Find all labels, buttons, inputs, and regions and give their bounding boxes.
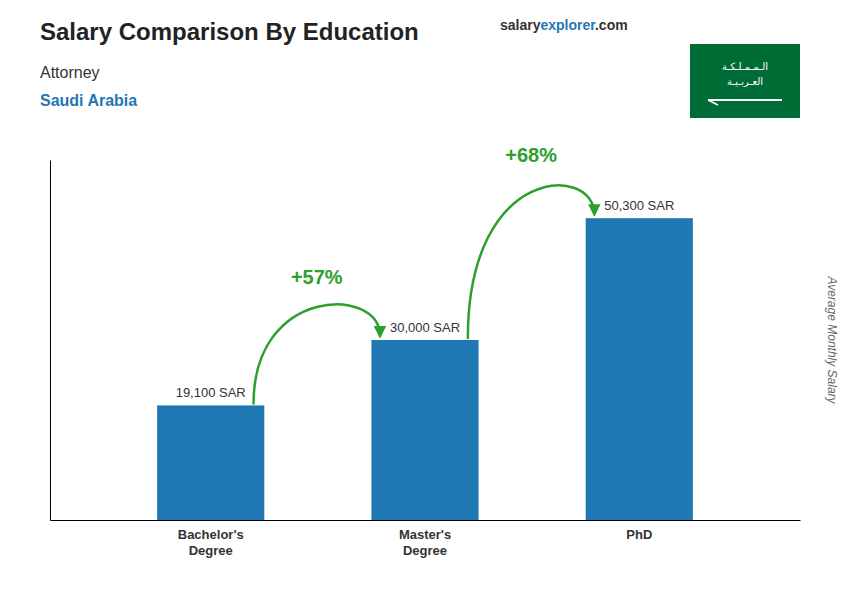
bar xyxy=(586,218,693,520)
bars xyxy=(157,218,693,520)
data-label: 19,100 SAR xyxy=(176,385,246,400)
flag-text: الـمـمـلـكـة xyxy=(722,61,768,72)
brand: salaryexplorer.com xyxy=(500,17,628,33)
bar xyxy=(371,340,478,520)
data-label: 50,300 SAR xyxy=(604,198,674,213)
x-tick-label: PhD xyxy=(626,527,652,542)
subtitle: Attorney xyxy=(40,64,100,81)
y-axis xyxy=(50,161,51,521)
change-arc xyxy=(254,304,380,403)
change-label: +57% xyxy=(291,266,343,288)
brand-part: .com xyxy=(595,17,628,33)
flag-sword-hilt xyxy=(708,100,718,105)
change-label: +68% xyxy=(505,144,557,166)
brand-part: salary xyxy=(500,17,541,33)
y-axis-title: Average Monthly Salary xyxy=(825,275,839,404)
bar xyxy=(157,405,264,520)
x-axis: Bachelor'sDegreeMaster'sDegreePhD xyxy=(51,520,801,558)
flag-text: العـربـيـة xyxy=(727,76,763,87)
change-arc xyxy=(468,185,594,338)
x-tick: Master'sDegree xyxy=(399,520,451,558)
x-tick-label-line: Bachelor's xyxy=(178,527,244,542)
x-tick-label-line: Degree xyxy=(189,543,233,558)
flag-sword xyxy=(708,99,782,101)
subtitle: Saudi Arabia xyxy=(40,92,137,109)
title: Salary Comparison By Education xyxy=(40,18,419,45)
flag: الـمـمـلـكـة العـربـيـة xyxy=(690,44,800,118)
x-tick-label: Master'sDegree xyxy=(399,527,451,558)
data-label: 30,000 SAR xyxy=(390,320,460,335)
plot: Bachelor'sDegreeMaster'sDegreePhD19,100 … xyxy=(51,144,801,558)
x-tick-label-line: Master's xyxy=(399,527,451,542)
y-axis-line xyxy=(50,161,51,521)
x-tick-label: Bachelor'sDegree xyxy=(178,527,244,558)
x-tick-label-line: Degree xyxy=(403,543,447,558)
x-tick: PhD xyxy=(626,520,652,542)
chart: Salary Comparison By Education Attorney Sa… xyxy=(0,0,850,606)
brand-part: explorer xyxy=(540,17,596,33)
x-tick-label-line: PhD xyxy=(626,527,652,542)
change-arcs: +57% +68% xyxy=(254,144,595,403)
data-labels: 19,100 SAR 30,000 SAR 50,300 SAR xyxy=(176,198,675,400)
x-tick: Bachelor'sDegree xyxy=(178,520,244,558)
flag-background xyxy=(690,44,800,118)
x-axis-line xyxy=(51,520,801,521)
